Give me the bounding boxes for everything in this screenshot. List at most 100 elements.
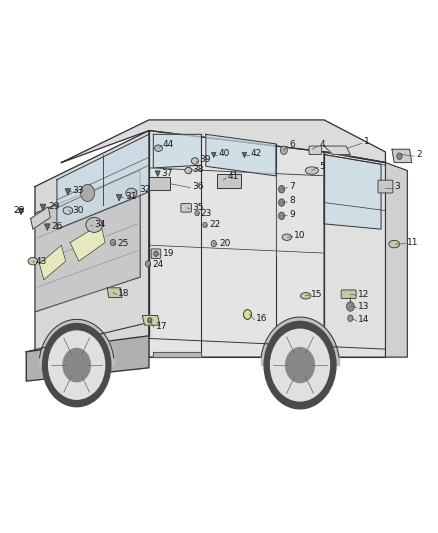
Polygon shape xyxy=(142,316,160,325)
Circle shape xyxy=(280,146,287,155)
Ellipse shape xyxy=(86,217,102,232)
Text: 20: 20 xyxy=(219,239,230,248)
Text: 42: 42 xyxy=(251,149,262,158)
Polygon shape xyxy=(31,207,50,229)
Circle shape xyxy=(42,324,111,407)
Text: 4: 4 xyxy=(320,141,325,149)
Circle shape xyxy=(211,240,216,247)
Text: 7: 7 xyxy=(289,182,295,191)
Text: 31: 31 xyxy=(125,192,136,200)
Text: 13: 13 xyxy=(358,302,370,311)
Text: 32: 32 xyxy=(139,185,151,193)
Circle shape xyxy=(286,348,314,383)
Text: 44: 44 xyxy=(163,141,174,149)
Circle shape xyxy=(203,222,207,228)
Polygon shape xyxy=(44,224,50,230)
Polygon shape xyxy=(206,134,276,176)
Circle shape xyxy=(110,239,116,246)
Bar xyxy=(149,177,170,190)
Text: 1: 1 xyxy=(364,137,369,146)
Circle shape xyxy=(279,212,285,220)
FancyBboxPatch shape xyxy=(151,249,161,259)
Text: 8: 8 xyxy=(289,197,295,205)
Text: 3: 3 xyxy=(394,182,400,191)
Text: 22: 22 xyxy=(209,221,221,229)
Circle shape xyxy=(148,318,152,323)
Circle shape xyxy=(397,153,402,159)
FancyBboxPatch shape xyxy=(309,146,321,155)
Polygon shape xyxy=(153,352,201,357)
Text: 16: 16 xyxy=(256,314,268,323)
Polygon shape xyxy=(324,152,385,357)
Text: 34: 34 xyxy=(94,221,106,229)
Polygon shape xyxy=(70,224,105,261)
Polygon shape xyxy=(35,131,149,368)
Circle shape xyxy=(145,261,151,267)
Polygon shape xyxy=(392,149,412,163)
Polygon shape xyxy=(61,120,385,163)
Text: 35: 35 xyxy=(192,204,203,212)
Polygon shape xyxy=(385,163,407,357)
Polygon shape xyxy=(149,131,385,357)
Circle shape xyxy=(346,302,354,311)
Polygon shape xyxy=(117,195,122,201)
Text: 5: 5 xyxy=(320,162,325,171)
Circle shape xyxy=(63,349,90,382)
Polygon shape xyxy=(26,336,149,381)
Text: 15: 15 xyxy=(311,290,322,298)
Circle shape xyxy=(49,331,105,399)
Polygon shape xyxy=(107,288,122,297)
Text: 17: 17 xyxy=(155,322,167,330)
Polygon shape xyxy=(57,134,149,229)
Circle shape xyxy=(279,185,285,193)
Text: 36: 36 xyxy=(192,182,203,191)
Text: 11: 11 xyxy=(407,238,419,247)
Text: 33: 33 xyxy=(72,186,84,195)
Text: 37: 37 xyxy=(161,169,173,177)
Text: 30: 30 xyxy=(72,206,84,215)
Polygon shape xyxy=(212,152,216,158)
Ellipse shape xyxy=(63,207,73,214)
Ellipse shape xyxy=(126,188,137,198)
Text: 23: 23 xyxy=(201,209,212,217)
Ellipse shape xyxy=(28,257,38,265)
Text: 40: 40 xyxy=(219,149,230,158)
Text: 10: 10 xyxy=(294,231,306,240)
Polygon shape xyxy=(40,204,46,211)
Ellipse shape xyxy=(191,158,198,164)
Text: 24: 24 xyxy=(152,261,164,269)
Polygon shape xyxy=(65,189,71,195)
Text: 18: 18 xyxy=(118,289,130,297)
Ellipse shape xyxy=(305,167,318,174)
Circle shape xyxy=(271,329,329,401)
Polygon shape xyxy=(155,171,160,176)
Text: 14: 14 xyxy=(358,316,370,324)
Text: 38: 38 xyxy=(192,165,203,174)
Polygon shape xyxy=(39,245,66,280)
Circle shape xyxy=(154,251,158,256)
Text: 41: 41 xyxy=(228,173,239,181)
Polygon shape xyxy=(324,155,381,229)
FancyBboxPatch shape xyxy=(181,204,191,212)
FancyBboxPatch shape xyxy=(341,290,356,298)
Polygon shape xyxy=(156,146,161,151)
Polygon shape xyxy=(192,159,198,164)
Polygon shape xyxy=(324,146,350,155)
Circle shape xyxy=(264,321,336,409)
Ellipse shape xyxy=(185,167,192,174)
Text: 25: 25 xyxy=(117,239,129,248)
Ellipse shape xyxy=(282,234,292,240)
Polygon shape xyxy=(186,168,191,174)
Circle shape xyxy=(195,211,199,216)
Ellipse shape xyxy=(389,240,399,248)
Text: 19: 19 xyxy=(163,249,174,258)
Circle shape xyxy=(81,184,95,201)
Circle shape xyxy=(348,315,353,321)
Ellipse shape xyxy=(300,293,311,299)
Text: 39: 39 xyxy=(199,156,211,164)
FancyBboxPatch shape xyxy=(378,180,393,193)
Text: 6: 6 xyxy=(289,141,295,149)
Polygon shape xyxy=(18,208,24,215)
Text: 9: 9 xyxy=(289,210,295,219)
Text: 28: 28 xyxy=(13,206,25,215)
